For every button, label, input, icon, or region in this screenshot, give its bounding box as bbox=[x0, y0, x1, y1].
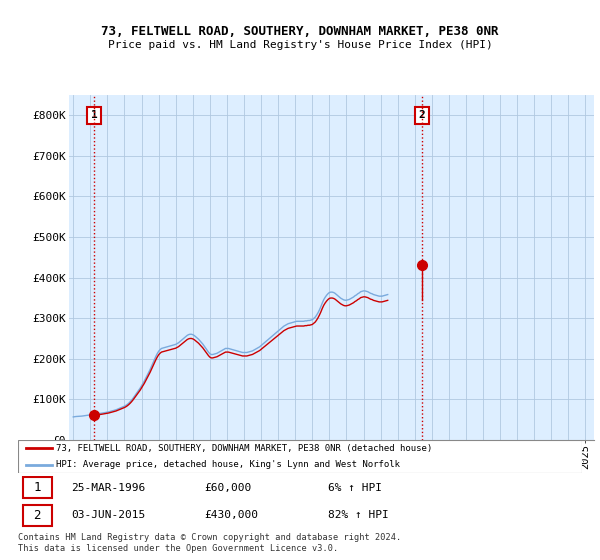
Text: Price paid vs. HM Land Registry's House Price Index (HPI): Price paid vs. HM Land Registry's House … bbox=[107, 40, 493, 50]
FancyBboxPatch shape bbox=[18, 440, 582, 473]
Text: 73, FELTWELL ROAD, SOUTHERY, DOWNHAM MARKET, PE38 0NR: 73, FELTWELL ROAD, SOUTHERY, DOWNHAM MAR… bbox=[101, 25, 499, 38]
Text: 2: 2 bbox=[419, 110, 425, 120]
Text: 73, FELTWELL ROAD, SOUTHERY, DOWNHAM MARKET, PE38 0NR (detached house): 73, FELTWELL ROAD, SOUTHERY, DOWNHAM MAR… bbox=[56, 444, 433, 452]
Text: 2: 2 bbox=[34, 509, 41, 522]
Text: 03-JUN-2015: 03-JUN-2015 bbox=[71, 510, 146, 520]
Text: 25-MAR-1996: 25-MAR-1996 bbox=[71, 483, 146, 493]
Text: £430,000: £430,000 bbox=[204, 510, 258, 520]
Text: Contains HM Land Registry data © Crown copyright and database right 2024.
This d: Contains HM Land Registry data © Crown c… bbox=[18, 533, 401, 553]
FancyBboxPatch shape bbox=[23, 505, 52, 526]
FancyBboxPatch shape bbox=[23, 477, 52, 498]
Text: 1: 1 bbox=[91, 110, 97, 120]
Text: £60,000: £60,000 bbox=[204, 483, 251, 493]
Text: HPI: Average price, detached house, King's Lynn and West Norfolk: HPI: Average price, detached house, King… bbox=[56, 460, 400, 469]
Text: 6% ↑ HPI: 6% ↑ HPI bbox=[328, 483, 382, 493]
Text: 82% ↑ HPI: 82% ↑ HPI bbox=[328, 510, 389, 520]
Text: 1: 1 bbox=[34, 481, 41, 494]
